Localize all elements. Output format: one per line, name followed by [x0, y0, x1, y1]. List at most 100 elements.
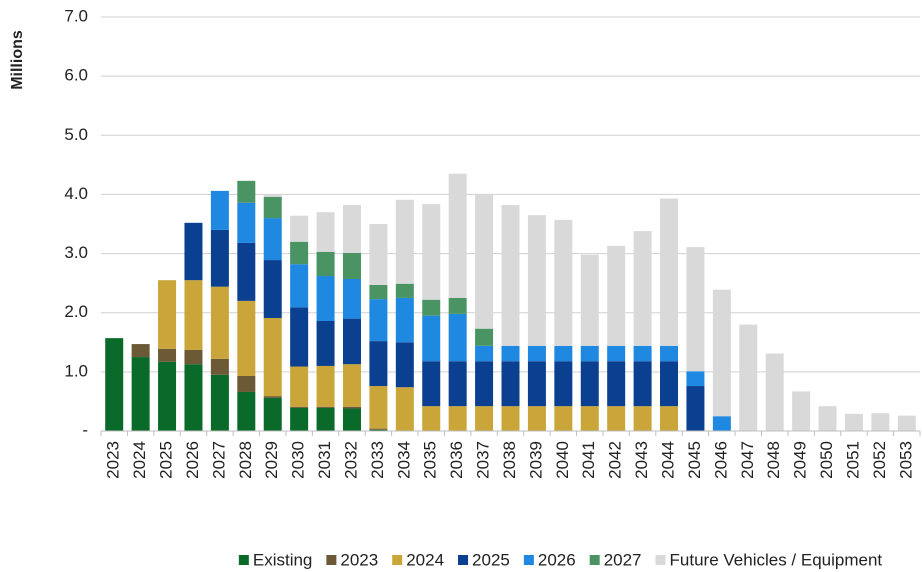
- bar-segment: [607, 406, 626, 431]
- bar-segment: [475, 361, 494, 407]
- x-tick-label: 2047: [738, 441, 757, 479]
- bar-segment: [712, 289, 731, 417]
- bar-segment: [422, 315, 441, 362]
- bar-segment: [210, 190, 229, 230]
- x-tick-label: 2026: [183, 441, 202, 479]
- bar-segment: [475, 328, 494, 346]
- bar-segment: [342, 318, 361, 365]
- legend-swatch: [523, 555, 534, 565]
- bar-segment: [633, 406, 652, 431]
- bar-segment: [686, 371, 705, 387]
- bar-segment: [395, 199, 414, 284]
- bar-segment: [290, 406, 309, 408]
- legend-label: 2024: [406, 550, 444, 569]
- bar-segment: [527, 361, 546, 407]
- bar-segment: [607, 345, 626, 362]
- legend-label: 2023: [340, 550, 378, 569]
- bar-segment: [554, 406, 573, 431]
- legend-swatch: [589, 555, 600, 565]
- y-tick-label: 5.0: [64, 125, 88, 144]
- bar-segment: [290, 241, 309, 265]
- x-tick-label: 2049: [791, 441, 810, 479]
- bar-segment: [237, 202, 256, 243]
- bar-segment: [316, 276, 335, 321]
- bar-segment: [475, 345, 494, 362]
- bar-segment: [237, 300, 256, 376]
- y-tick-label: 2.0: [64, 302, 88, 321]
- bar-segment: [475, 193, 494, 329]
- bar-segment: [316, 251, 335, 277]
- bar-segment: [448, 297, 467, 314]
- bar-segment: [369, 299, 388, 342]
- bar-segment: [395, 387, 414, 431]
- bar-segment: [158, 348, 177, 362]
- bar-segment: [818, 406, 837, 431]
- bar-segment: [422, 406, 441, 431]
- legend-swatch: [655, 555, 666, 565]
- bar-segment: [131, 344, 150, 358]
- bar-segment: [633, 361, 652, 407]
- bar-segment: [237, 391, 256, 431]
- bar-segment: [316, 406, 335, 408]
- bar-segment: [554, 219, 573, 346]
- x-tick-label: 2042: [606, 441, 625, 479]
- bar-segment: [395, 283, 414, 298]
- x-tick-label: 2024: [130, 441, 149, 479]
- bar-segment: [871, 413, 890, 431]
- legend-label: 2027: [604, 550, 642, 569]
- bar-segment: [263, 196, 282, 219]
- bar-segment: [422, 203, 441, 300]
- bar-segment: [342, 279, 361, 319]
- bar-segment: [290, 264, 309, 308]
- x-tick-label: 2034: [394, 441, 413, 479]
- bar-segment: [448, 173, 467, 298]
- x-tick-label: 2027: [209, 441, 228, 479]
- bar-segment: [290, 366, 309, 407]
- bar-segment: [739, 324, 758, 431]
- x-tick-label: 2046: [711, 441, 730, 479]
- bar-segment: [633, 231, 652, 346]
- bar-segment: [660, 345, 679, 362]
- bar-segment: [712, 416, 731, 431]
- bar-segment: [263, 397, 282, 431]
- bar-segment: [554, 361, 573, 407]
- x-tick-label: 2044: [659, 441, 678, 479]
- bar-segment: [844, 413, 863, 431]
- legend-label: 2025: [472, 550, 510, 569]
- y-tick-label: 3.0: [64, 243, 88, 262]
- bar-segment: [131, 357, 150, 431]
- bar-segment: [501, 406, 520, 431]
- bar-segment: [342, 406, 361, 409]
- y-tick-label: 1.0: [64, 361, 88, 380]
- bar-segment: [342, 252, 361, 280]
- bar-segment: [554, 345, 573, 362]
- bar-segment: [105, 338, 124, 431]
- bar-segment: [501, 345, 520, 362]
- bar-segment: [395, 297, 414, 343]
- bar-segment: [580, 254, 599, 346]
- bar-segment: [501, 361, 520, 407]
- bar-segment: [158, 361, 177, 431]
- legend-swatch: [326, 555, 337, 565]
- bar-segment: [184, 280, 203, 350]
- legend-label: 2026: [538, 550, 576, 569]
- bar-segment: [369, 284, 388, 300]
- bar-segment: [263, 318, 282, 397]
- bar-segment: [210, 286, 229, 359]
- x-tick-label: 2050: [817, 441, 836, 479]
- bar-segment: [527, 345, 546, 362]
- bar-segment: [237, 180, 256, 203]
- bar-segment: [607, 245, 626, 346]
- bar-segment: [184, 222, 203, 281]
- x-tick-label: 2029: [262, 441, 281, 479]
- bar-segment: [527, 406, 546, 431]
- bar-segment: [184, 349, 203, 365]
- x-tick-label: 2052: [870, 441, 889, 479]
- bar-segment: [290, 407, 309, 431]
- x-tick-label: 2051: [843, 441, 862, 479]
- bar-segment: [316, 212, 335, 252]
- bar-segment: [342, 364, 361, 407]
- x-tick-label: 2031: [315, 441, 334, 479]
- bar-segment: [660, 198, 679, 346]
- x-tick-label: 2038: [500, 441, 519, 479]
